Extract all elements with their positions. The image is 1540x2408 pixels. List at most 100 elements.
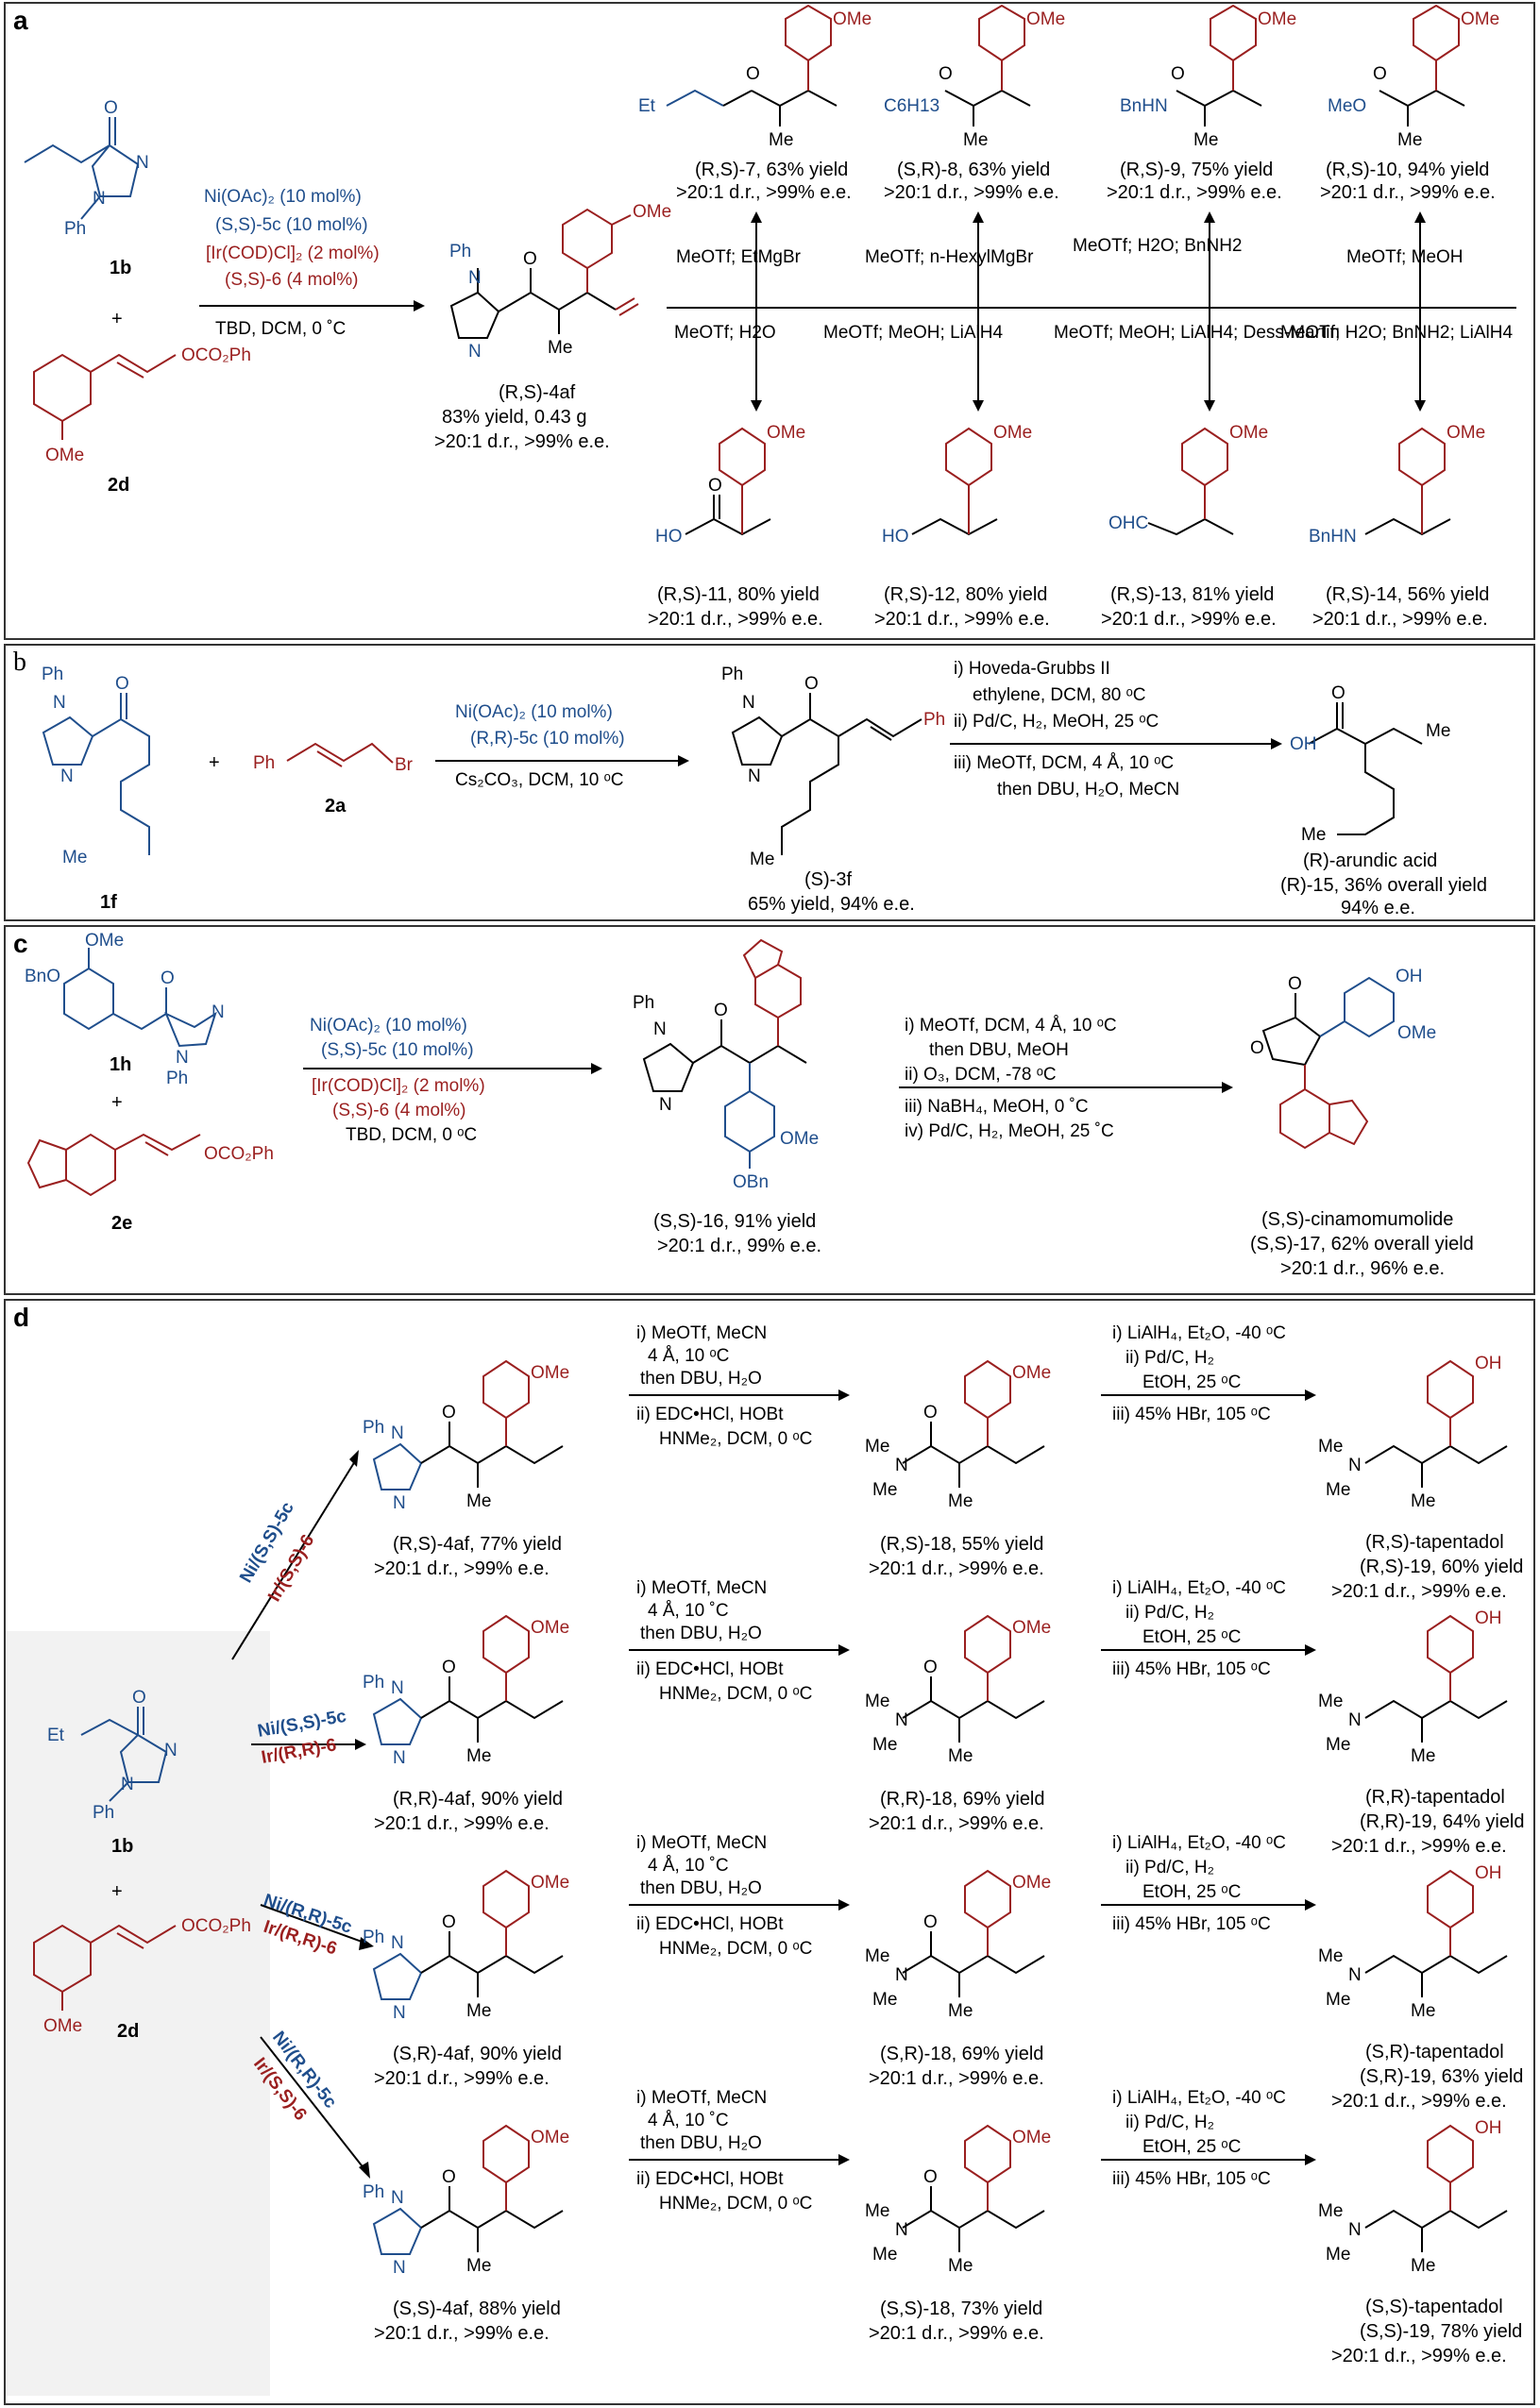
atom-me: Me: [1318, 1692, 1343, 1711]
atom-n: N: [1348, 2220, 1362, 2240]
selectivity-15: 94% e.e.: [1341, 898, 1415, 918]
atom-br: Br: [395, 755, 414, 775]
selectivity-12: >20:1 d.r., >99% e.e.: [874, 609, 1050, 630]
condition-5: TBD, DCM, 0 ˚C: [215, 319, 346, 339]
atom-oh: OH: [1396, 967, 1423, 986]
atom-n: N: [93, 189, 106, 209]
selectivity-19-row-2: >20:1 d.r., >99% e.e.: [1331, 1836, 1507, 1857]
atom-n: N: [212, 1002, 225, 1022]
atom-bno: BnO: [25, 967, 60, 986]
atom-ome: OMe: [1461, 9, 1499, 29]
atom-oh: OH: [1475, 1608, 1502, 1628]
step-3: iii) MeOTf, DCM, 4 Å, 10 ᵒC: [954, 753, 1174, 773]
group-label: Et: [638, 96, 656, 116]
step-3: iii) NaBH₄, MeOH, 0 ˚C: [905, 1097, 1089, 1117]
atom-n: N: [748, 766, 761, 786]
group-label: HO: [882, 527, 909, 547]
product-13: (R,S)-13, 81% yield: [1110, 584, 1274, 605]
step-1b: ethylene, DCM, 80 ᵒC: [973, 685, 1146, 705]
label-4af-row-3: (S,R)-4af, 90% yield: [393, 2044, 562, 2064]
step-1b: then DBU, MeOH: [929, 1040, 1069, 1060]
reagents-13: MeOTf; MeOH; LiAlH4; Dess-Martin: [1054, 323, 1340, 343]
condition-1: Ni(OAc)₂ (10 mol%): [455, 702, 613, 722]
plus-sign: +: [209, 752, 220, 773]
label-tapentadol-row-1: (R,S)-tapentadol: [1365, 1532, 1504, 1553]
atom-oco2ph: OCO₂Ph: [204, 1144, 274, 1164]
atom-ome: OMe: [531, 1363, 569, 1383]
atom-ome: OMe: [1397, 1023, 1436, 1043]
atom-o: O: [714, 1001, 728, 1020]
atom-o: O: [923, 1912, 938, 1932]
atom-n: N: [653, 1019, 667, 1039]
atom-n: N: [742, 693, 755, 713]
bottom-product-1: [685, 308, 771, 536]
atom-o: O: [1331, 683, 1345, 703]
atom-me: Me: [62, 848, 87, 867]
atom-n: N: [393, 2258, 406, 2278]
label-tapentadol-row-3: (S,R)-tapentadol: [1365, 2042, 1504, 2063]
step-2: ii) EDC•HCl, HOBt: [636, 2169, 784, 2189]
atom-me: Me: [1318, 2201, 1343, 2221]
reagents-7: MeOTf; EtMgBr: [676, 247, 802, 267]
step-6: iii) 45% HBr, 105 ᵒC: [1112, 1914, 1271, 1934]
group-label: BnHN: [1120, 96, 1168, 116]
compound-19-row-2: [1364, 1614, 1508, 1743]
product-10: (R,S)-10, 94% yield: [1326, 160, 1489, 180]
yield-15: (R)-15, 36% overall yield: [1280, 875, 1487, 896]
atom-o: O: [939, 64, 953, 84]
selectivity-19-row-4: >20:1 d.r., >99% e.e.: [1331, 2346, 1507, 2366]
step-2b: HNMe₂, DCM, 0 ᵒC: [659, 1939, 812, 1959]
label-18-row-4: (S,S)-18, 73% yield: [880, 2299, 1042, 2319]
atom-ph: Ph: [166, 1069, 188, 1088]
step-2: ii) Pd/C, H₂, MeOH, 25 ᵒC: [954, 712, 1159, 732]
step-1c: then DBU, H₂O: [640, 1624, 762, 1643]
atom-me: Me: [1326, 1990, 1350, 2010]
top-product-1: [666, 4, 838, 308]
step-2: ii) EDC•HCl, HOBt: [636, 1914, 784, 1934]
atom-me: Me: [1426, 721, 1450, 741]
label-tapentadol-row-2: (R,R)-tapentadol: [1365, 1787, 1505, 1808]
condition-4: (S,S)-6 (4 mol%): [225, 270, 358, 290]
step-1b: 4 Å, 10 ˚C: [648, 1601, 729, 1621]
step-1c: then DBU, H₂O: [640, 1369, 762, 1389]
compound-18-row-1: [902, 1359, 1045, 1488]
atom-me: Me: [948, 1746, 973, 1766]
atom-o: O: [104, 98, 118, 118]
panel-d: d Et O N N Ph 1b + OCO₂Ph OMe 2d: [4, 1299, 1535, 2405]
step-6: iii) 45% HBr, 105 ᵒC: [1112, 1405, 1271, 1424]
yield-4af: 83% yield, 0.43 g: [442, 407, 586, 428]
condition-5: TBD, DCM, 0 ᵒC: [346, 1125, 477, 1145]
atom-o: O: [442, 1658, 456, 1677]
product-8: (S,R)-8, 63% yield: [897, 160, 1050, 180]
bottom-product-4: [1364, 308, 1451, 536]
label-3f: (S)-3f: [804, 869, 852, 890]
label-1h: 1h: [110, 1054, 131, 1075]
step-4: iv) Pd/C, H₂, MeOH, 25 ˚C: [905, 1121, 1114, 1141]
atom-ome: OMe: [45, 446, 84, 465]
panel-d-scheme: Et O N N Ph 1b + OCO₂Ph OMe 2d Ni/(S,S)-…: [33, 1323, 1525, 2366]
compound-2a: [286, 742, 394, 767]
atom-ome: OMe: [1012, 1363, 1051, 1383]
atom-oh: OH: [1290, 734, 1317, 754]
atom-n: N: [468, 342, 482, 362]
selectivity-18-row-3: >20:1 d.r., >99% e.e.: [869, 2068, 1044, 2089]
atom-n: N: [176, 1048, 189, 1068]
product-9: (R,S)-9, 75% yield: [1120, 160, 1273, 180]
label-2e: 2e: [111, 1213, 132, 1234]
atom-ph: Ph: [253, 753, 275, 773]
compound-1b: [80, 1707, 168, 1802]
atom-me: Me: [865, 1437, 889, 1457]
atom-me: Me: [1397, 130, 1422, 150]
arrow-row-3: [260, 1904, 365, 1944]
step-3: i) LiAlH₄, Et₂O, -40 ᵒC: [1112, 2088, 1286, 2108]
compound-15: [1308, 702, 1423, 835]
atom-oh: OH: [1475, 2118, 1502, 2138]
label-1b: 1b: [110, 258, 131, 278]
label-18-row-3: (S,R)-18, 69% yield: [880, 2044, 1043, 2064]
step-6: iii) 45% HBr, 105 ᵒC: [1112, 2169, 1271, 2189]
atom-ph: Ph: [42, 665, 63, 684]
panel-c: c OMe BnO O N N Ph 1h + OCO₂Ph 2e Ni(OAc…: [4, 925, 1535, 1295]
atom-o: O: [115, 674, 129, 694]
compound-16: [642, 938, 807, 1169]
